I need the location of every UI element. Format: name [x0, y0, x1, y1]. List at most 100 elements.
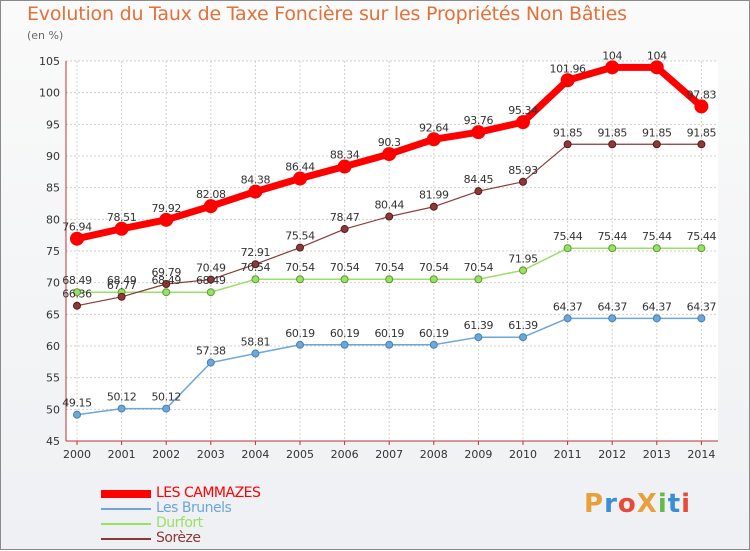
series-point-0 — [560, 73, 575, 88]
series-point-2 — [162, 288, 171, 297]
y-tick-label: 60 — [46, 340, 60, 353]
data-label: 61.39 — [508, 319, 538, 332]
legend-swatch — [101, 490, 151, 498]
x-tick-label: 2008 — [420, 448, 448, 461]
series-point-1 — [296, 340, 304, 349]
series-point-1 — [162, 404, 171, 413]
data-label: 50.12 — [151, 391, 181, 404]
data-label: 76.94 — [62, 221, 92, 234]
data-label: 79.92 — [151, 202, 181, 215]
y-tick-label: 85 — [46, 182, 60, 195]
data-label: 91.85 — [642, 126, 672, 139]
data-label: 85.93 — [508, 164, 538, 177]
series-point-2 — [697, 244, 706, 253]
data-label: 91.85 — [597, 126, 627, 139]
data-label: 75.44 — [642, 230, 672, 243]
data-label: 67.77 — [107, 279, 137, 292]
series-point-2 — [474, 275, 483, 284]
series-point-1 — [697, 314, 706, 323]
data-label: 58.81 — [241, 336, 271, 349]
series-point-0 — [516, 115, 530, 130]
series-point-2 — [296, 275, 304, 284]
series-point-3 — [73, 301, 81, 310]
unit-label: (en %) — [27, 29, 64, 42]
series-point-0 — [337, 159, 352, 174]
data-label: 75.44 — [597, 230, 627, 243]
series-point-1 — [206, 358, 215, 367]
series-point-0 — [649, 60, 664, 75]
data-label: 84.45 — [464, 173, 494, 186]
series-point-3 — [474, 187, 483, 196]
data-label: 72.91 — [241, 246, 271, 259]
series-point-2 — [340, 275, 349, 284]
x-tick-label: 2012 — [598, 448, 626, 461]
y-tick-label: 90 — [46, 150, 60, 163]
y-tick-label: 105 — [39, 55, 60, 68]
data-label: 75.54 — [285, 230, 315, 243]
y-tick-label: 70 — [46, 277, 60, 290]
series-point-2 — [385, 275, 394, 284]
series-point-3 — [296, 243, 304, 252]
x-tick-label: 2002 — [152, 448, 180, 461]
series-point-2 — [608, 244, 617, 253]
series-point-0 — [694, 99, 709, 114]
x-tick-label: 2003 — [197, 448, 225, 461]
x-tick-label: 2000 — [63, 448, 91, 461]
series-point-2 — [563, 244, 572, 253]
data-label: 84.38 — [241, 174, 271, 187]
y-tick-label: 100 — [39, 87, 60, 100]
series-point-0 — [248, 184, 263, 199]
legend-swatch — [101, 538, 151, 540]
data-label: 70.54 — [330, 261, 360, 274]
legend-label: Durfort — [156, 515, 203, 531]
data-label: 70.54 — [374, 261, 404, 274]
x-tick-label: 2014 — [687, 448, 715, 461]
data-label: 86.44 — [285, 161, 315, 174]
series-point-3 — [251, 260, 260, 269]
legend: LES CAMMAZES Les Brunels Durfort Sorèze — [101, 485, 401, 546]
legend-label: Les Brunels — [156, 500, 232, 516]
series-point-3 — [519, 177, 527, 186]
data-label: 78.47 — [330, 211, 360, 224]
series-point-3 — [697, 140, 706, 149]
series-point-1 — [474, 333, 483, 342]
x-tick-label: 2001 — [108, 448, 136, 461]
series-point-2 — [519, 266, 527, 275]
series-point-2 — [251, 275, 260, 284]
data-label: 60.19 — [285, 327, 315, 340]
x-tick-label: 2004 — [241, 448, 269, 461]
data-label: 68.49 — [62, 274, 92, 287]
data-label: 81.99 — [419, 189, 449, 202]
series-point-3 — [652, 140, 661, 149]
data-label: 68.49 — [151, 274, 181, 287]
x-tick-label: 2005 — [286, 448, 314, 461]
series-point-2 — [652, 244, 661, 253]
data-label: 75.44 — [687, 230, 717, 243]
data-label: 70.54 — [464, 261, 494, 274]
data-label: 60.19 — [374, 327, 404, 340]
proxiti-logo: ProXiti — [584, 489, 692, 519]
data-label: 57.38 — [196, 345, 226, 358]
data-label: 68.49 — [107, 274, 137, 287]
data-label: 68.49 — [196, 274, 226, 287]
series-point-0 — [471, 125, 486, 140]
series-point-3 — [206, 275, 215, 284]
x-tick-label: 2011 — [554, 448, 582, 461]
series-point-3 — [162, 279, 171, 288]
data-label: 88.34 — [330, 149, 360, 162]
data-label: 70.54 — [419, 261, 449, 274]
series-point-0 — [114, 221, 129, 236]
chart-title: Evolution du Taux de Taxe Foncière sur l… — [27, 3, 627, 25]
data-label: 70.54 — [285, 261, 315, 274]
series-point-0 — [203, 199, 218, 214]
data-label: 61.39 — [464, 319, 494, 332]
series-point-1 — [429, 340, 438, 349]
data-label: 78.51 — [107, 211, 137, 224]
y-tick-label: 50 — [46, 403, 60, 416]
data-label: 93.76 — [464, 114, 494, 127]
data-label: 64.37 — [553, 300, 583, 313]
x-tick-label: 2013 — [643, 448, 671, 461]
series-point-1 — [73, 410, 81, 419]
